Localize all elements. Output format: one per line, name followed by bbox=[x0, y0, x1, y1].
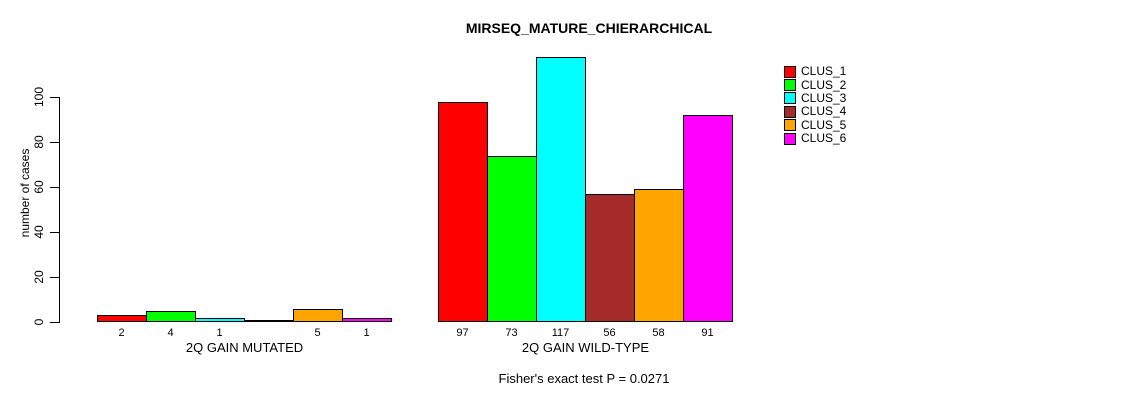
bar-clus-5 bbox=[293, 309, 343, 322]
bar-clus-3 bbox=[195, 318, 245, 322]
legend-label: CLUS_5 bbox=[801, 117, 847, 132]
legend-row: CLUS_2 bbox=[784, 77, 847, 92]
legend-swatch-icon bbox=[784, 92, 796, 105]
y-axis-tick bbox=[50, 142, 59, 143]
y-axis-tick-label: 60 bbox=[32, 180, 46, 194]
bar-clus-3 bbox=[536, 57, 586, 322]
bar-clus-6 bbox=[683, 115, 733, 322]
y-axis-line bbox=[59, 97, 60, 323]
group-label: 2Q GAIN MUTATED bbox=[185, 340, 304, 355]
bar-value-label: 58 bbox=[652, 327, 665, 339]
y-axis-tick-label: 0 bbox=[32, 318, 46, 326]
bar-value-label: 1 bbox=[363, 327, 370, 339]
bar-clus-2 bbox=[146, 311, 196, 322]
bar-clus-2 bbox=[487, 156, 537, 322]
y-axis-tick-label: 80 bbox=[32, 135, 46, 149]
legend-row: CLUS_6 bbox=[784, 132, 846, 145]
chart-title: MIRSEQ_MATURE_CHIERARCHICAL bbox=[465, 20, 713, 36]
y-axis-label: number of cases bbox=[18, 148, 32, 238]
bar-clus-1 bbox=[97, 315, 147, 322]
bar-clus-1 bbox=[438, 102, 488, 322]
y-axis-tick bbox=[50, 322, 59, 323]
bar-value-label: 73 bbox=[505, 327, 518, 339]
y-axis-tick-label: 20 bbox=[32, 270, 46, 284]
legend-swatch-icon bbox=[784, 132, 796, 145]
bar-clus-4 bbox=[244, 320, 294, 322]
y-axis-tick-label: 40 bbox=[32, 225, 46, 239]
legend-row: CLUS_4 bbox=[784, 105, 846, 118]
bar-value-label: 56 bbox=[603, 327, 616, 339]
bar-value-label: 5 bbox=[314, 327, 321, 339]
legend-label: CLUS_2 bbox=[801, 77, 847, 92]
y-axis-tick bbox=[50, 187, 59, 188]
legend-swatch-icon bbox=[784, 119, 796, 132]
bar-value-label: 1 bbox=[216, 327, 223, 339]
legend-row: CLUS_3 bbox=[784, 90, 847, 105]
legend-label: CLUS_4 bbox=[801, 104, 847, 119]
bar-value-label: 97 bbox=[456, 327, 469, 339]
legend-label: CLUS_6 bbox=[801, 131, 847, 146]
legend: CLUS_1 CLUS_2 CLUS_3 CLUS_4 CLUS_5 CLUS_6 bbox=[784, 65, 846, 145]
legend-swatch-icon bbox=[784, 65, 796, 78]
legend-row: CLUS_5 bbox=[784, 117, 847, 132]
bar-clus-4 bbox=[585, 194, 635, 322]
bar-value-label: 2 bbox=[118, 327, 125, 339]
legend-label: CLUS_1 bbox=[801, 64, 847, 79]
bar-value-label: 4 bbox=[167, 327, 174, 339]
legend-row: CLUS_1 bbox=[784, 65, 846, 78]
y-axis-tick-label: 100 bbox=[32, 86, 46, 108]
legend-swatch-icon bbox=[784, 105, 796, 118]
bar-clus-6 bbox=[342, 318, 392, 322]
legend-label: CLUS_3 bbox=[801, 90, 847, 105]
y-axis-tick bbox=[50, 97, 59, 98]
annotation-text: Fisher's exact test P = 0.0271 bbox=[498, 371, 670, 386]
y-axis-tick bbox=[50, 232, 59, 233]
group-label: 2Q GAIN WILD-TYPE bbox=[521, 340, 650, 355]
y-axis-tick bbox=[50, 277, 59, 278]
legend-swatch-icon bbox=[784, 79, 796, 92]
bar-value-label: 91 bbox=[701, 327, 714, 339]
bar-clus-5 bbox=[634, 189, 684, 322]
bar-value-label: 117 bbox=[551, 327, 570, 339]
